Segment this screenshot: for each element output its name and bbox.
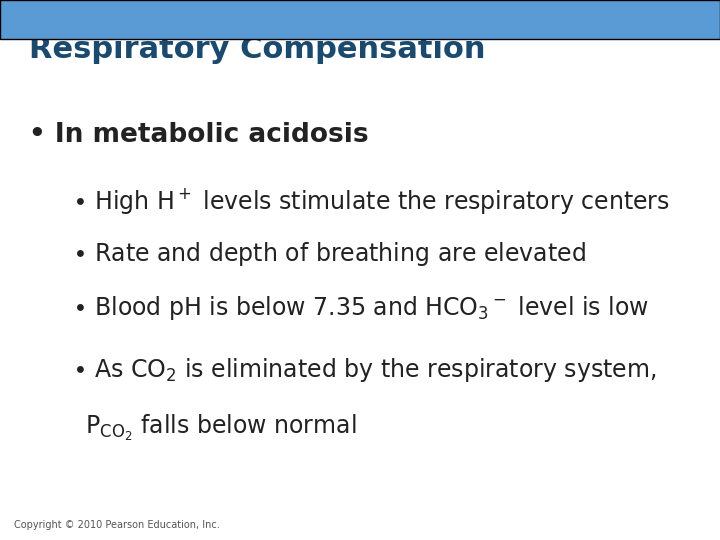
Text: Copyright © 2010 Pearson Education, Inc.: Copyright © 2010 Pearson Education, Inc. (14, 520, 220, 530)
Text: • In metabolic acidosis: • In metabolic acidosis (29, 122, 369, 147)
Text: P$_{\mathrm{CO}_2}$ falls below normal: P$_{\mathrm{CO}_2}$ falls below normal (85, 413, 356, 443)
Text: $\bullet$ High H$^+$ levels stimulate the respiratory centers: $\bullet$ High H$^+$ levels stimulate th… (72, 186, 670, 217)
Text: $\bullet$ Rate and depth of breathing are elevated: $\bullet$ Rate and depth of breathing ar… (72, 240, 586, 268)
FancyBboxPatch shape (0, 0, 720, 39)
Text: $\bullet$ As CO$_2$ is eliminated by the respiratory system,: $\bullet$ As CO$_2$ is eliminated by the… (72, 356, 656, 384)
Text: Respiratory Compensation: Respiratory Compensation (29, 35, 485, 64)
Text: $\bullet$ Blood pH is below 7.35 and HCO$_3$$^-$ level is low: $\bullet$ Blood pH is below 7.35 and HCO… (72, 294, 649, 322)
